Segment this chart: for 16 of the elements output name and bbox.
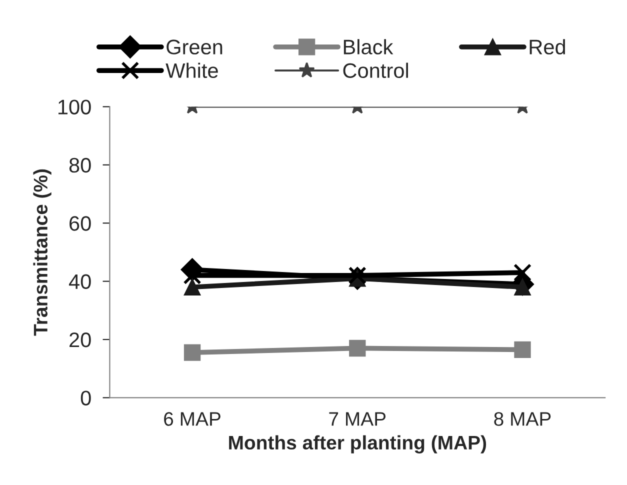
y-tick-label: 40 <box>68 274 91 290</box>
y-tick-label: 60 <box>70 216 91 231</box>
y-tick-label: 20 <box>70 332 91 348</box>
x-tick-label: 8 MAP <box>494 412 551 426</box>
x-axis-title: Months after planting (MAP) <box>229 435 486 454</box>
y-tick-label: 100 <box>58 100 91 114</box>
y-axis-title: Transmittance (%) <box>33 169 52 336</box>
legend-label: White <box>166 62 218 78</box>
legend-label: Red <box>530 39 565 54</box>
y-tick-label: 80 <box>69 158 91 173</box>
legend-label: Green <box>166 40 222 54</box>
y-tick-label: 0 <box>80 390 91 406</box>
x-tick-label: 7 MAP <box>329 412 386 426</box>
x-tick-label: 6 MAP <box>164 412 220 426</box>
legend-label: Black <box>344 39 394 54</box>
legend-label: Control <box>343 62 408 78</box>
